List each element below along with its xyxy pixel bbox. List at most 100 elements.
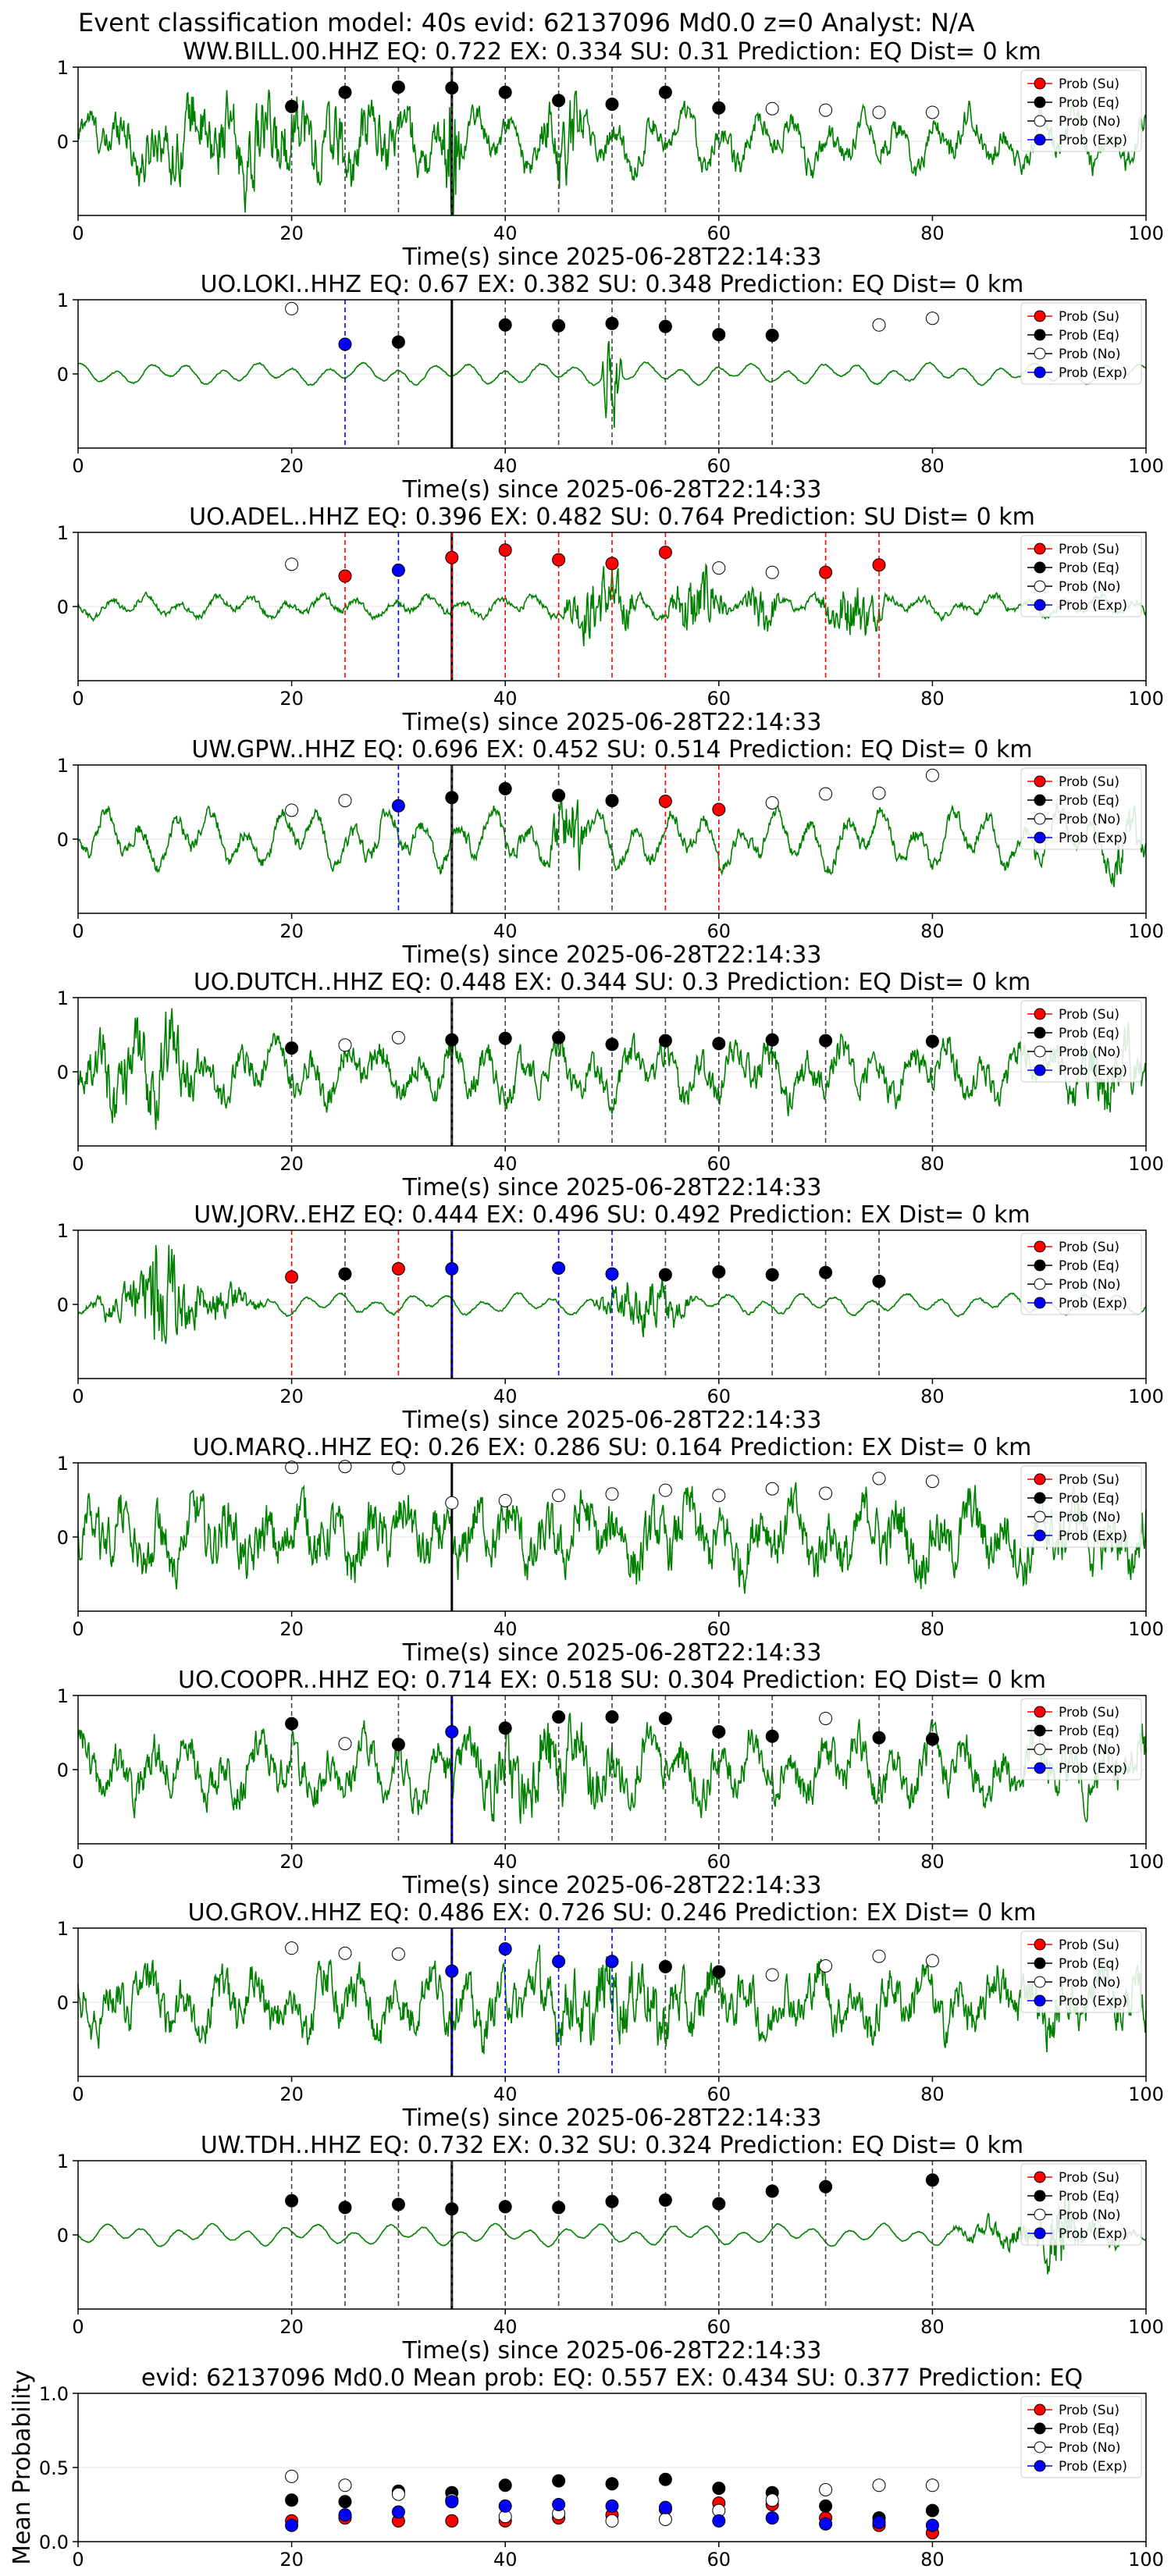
x-tick-label: 0 [72,920,84,942]
prob-marker [338,337,352,351]
legend-marker [1034,1259,1046,1272]
prob-marker [765,565,779,579]
mean-prob-point [872,2478,886,2492]
x-tick-label: 40 [493,222,518,244]
mean-prob-point [658,2500,672,2514]
prob-marker [658,85,672,99]
mean-prob-point [498,2499,512,2513]
panel-title: evid: 62137096 Md0.0 Mean prob: EQ: 0.55… [141,2364,1083,2392]
prob-marker [338,1460,352,1474]
y-tick-label: 0 [57,1062,69,1083]
y-tick-label: 1 [57,1453,69,1475]
prob-marker [498,543,512,557]
prob-marker [391,563,405,577]
x-tick-label: 20 [279,2549,304,2571]
x-tick-label: 40 [493,1153,518,1175]
mean-prob-point [872,2515,886,2529]
legend-marker [1034,2190,1046,2202]
x-tick-label: 0 [72,2083,84,2105]
waveform-trace [77,1008,1147,1130]
legend-box [1020,69,1142,152]
legend-entry: Prob (No) [1059,579,1121,595]
prob-marker [552,2201,566,2215]
legend-box [1020,535,1142,617]
legend-marker [1034,1724,1046,1737]
x-tick-label: 40 [493,1618,518,1640]
legend-entry: Prob (Su) [1059,1007,1119,1023]
x-axis-label: Time(s) since 2025-06-28T22:14:33 [402,1407,822,1434]
legend-entry: Prob (Exp) [1059,1761,1127,1777]
mean-prob-point [819,2483,833,2496]
legend-entry: Prob (Su) [1059,1472,1119,1488]
prob-marker [819,1265,833,1279]
prob-marker [552,788,566,802]
prob-marker [605,1267,619,1281]
x-tick-label: 40 [493,688,518,710]
x-tick-label: 80 [920,688,945,710]
legend-entry: Prob (Eq) [1059,793,1119,809]
prob-marker [765,1033,779,1047]
y-tick-label: 0 [57,829,69,851]
legend-box [1020,767,1142,850]
legend-entry: Prob (Su) [1059,309,1119,325]
prob-marker [658,795,672,809]
legend-box [1020,1465,1142,1548]
legend-entry: Prob (Exp) [1059,1994,1127,2009]
legend-entry: Prob (Eq) [1059,560,1119,576]
prob-marker [285,1941,299,1955]
legend-marker [1034,1492,1046,1504]
legend-marker [1034,1706,1046,1718]
mean-prob-point [552,2474,566,2488]
x-tick-label: 80 [920,455,945,477]
legend-entry: Prob (No) [1059,114,1121,130]
panel-4: 0 20 40 60 80 100 0 1 UW.GPW..HHZ EQ: 0.696 EX: … [57,736,1164,969]
prob-marker [658,546,672,560]
y-tick-label: 1 [57,57,69,79]
prob-marker [391,1030,405,1044]
legend-marker [1034,133,1046,146]
legend: Prob (Su) Prob (Eq) Prob (No) Prob (Exp) [1020,2163,1142,2246]
prob-marker [872,786,886,800]
x-tick-label: 100 [1128,920,1164,942]
prob-marker [552,1710,566,1724]
legend: Prob (Su) Prob (Eq) Prob (No) Prob (Exp) [1020,1465,1142,1548]
legend: Prob (Su) Prob (Eq) Prob (No) Prob (Exp) [1020,1698,1142,1781]
mean-prob-point [338,2495,352,2509]
prob-marker [338,1267,352,1281]
y-tick-label: 1 [57,987,69,1009]
legend-box [1020,1233,1142,1315]
x-tick-label: 80 [920,1618,945,1640]
y-tick-label: 0 [57,1992,69,2014]
prob-marker [391,80,405,94]
mean-prob-point [605,2499,619,2513]
legend-marker [1034,1278,1046,1290]
legend-box [1020,2396,1142,2478]
x-tick-label: 60 [707,1386,731,1407]
prob-marker [391,799,405,813]
legend-entry: Prob (Exp) [1059,365,1127,381]
legend-marker [1034,561,1046,574]
legend-entry: Prob (Exp) [1059,2226,1127,2242]
prob-marker [819,1486,833,1500]
legend-marker [1034,1743,1046,1756]
x-axis-label: Time(s) since 2025-06-28T22:14:33 [402,1174,822,1201]
x-tick-label: 40 [493,2083,518,2105]
prob-marker [605,316,619,330]
y-tick-label: 1 [57,290,69,311]
legend-entry: Prob (No) [1059,1510,1121,1525]
panel-title: UO.ADEL..HHZ EQ: 0.396 EX: 0.482 SU: 0.7… [189,503,1035,531]
prob-marker [445,1964,459,1978]
prob-marker [872,1275,886,1289]
legend-entry: Prob (Eq) [1059,1026,1119,1041]
x-tick-label: 100 [1128,1386,1164,1407]
legend-marker [1034,310,1046,322]
legend-marker [1034,1938,1046,1951]
x-tick-label: 60 [707,2549,731,2571]
panel-title: UW.GPW..HHZ EQ: 0.696 EX: 0.452 SU: 0.51… [191,736,1032,763]
legend-entry: Prob (No) [1059,1277,1121,1293]
x-tick-label: 100 [1128,222,1164,244]
prob-marker [285,1270,299,1284]
legend-entry: Prob (Eq) [1059,1258,1119,1274]
x-tick-label: 20 [279,1386,304,1407]
series-exp [285,2495,939,2532]
